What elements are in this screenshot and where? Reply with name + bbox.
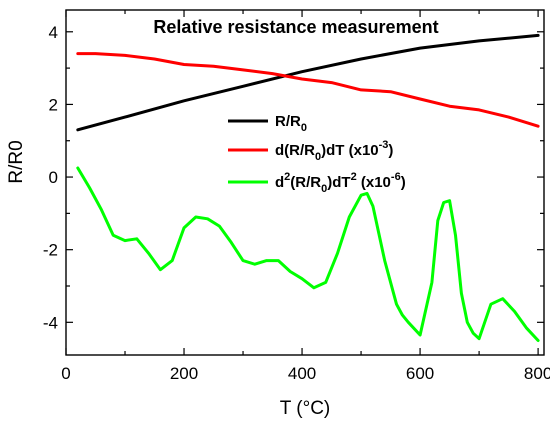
legend-label-2: d(R/R0)dT (x10-3): [275, 139, 393, 163]
x-tick-label: 800: [524, 364, 550, 383]
y-tick-label: 4: [49, 23, 58, 42]
x-axis-title: T (°C): [280, 398, 331, 419]
x-tick-label: 600: [406, 364, 434, 383]
x-tick-label: 200: [170, 364, 198, 383]
series-layer: [76, 33, 540, 342]
series-line-2: [76, 52, 540, 128]
legend: R/R0 d(R/R0)dT (x10-3) d2(R/R0)dT2 (x10-6): [228, 113, 406, 195]
legend-label-3: d2(R/R0)dT2 (x10-6): [275, 171, 406, 195]
axis-ticks: 0 200 400 600 800 -4 -2 0 2 4: [43, 10, 550, 383]
y-axis-title: R/R0: [6, 140, 27, 183]
chart-title: Relative resistance measurement: [153, 17, 438, 37]
legend-label-1: R/R0: [275, 113, 307, 134]
x-tick-label: 0: [61, 364, 70, 383]
x-tick-label: 400: [288, 364, 316, 383]
y-tick-label: -4: [43, 313, 58, 332]
y-tick-label: 2: [49, 95, 58, 114]
y-tick-label: 0: [49, 168, 58, 187]
y-tick-label: -2: [43, 241, 58, 260]
series-line-3: [76, 166, 540, 342]
series-line-1: [76, 33, 540, 132]
plot-frame: [65, 9, 545, 356]
